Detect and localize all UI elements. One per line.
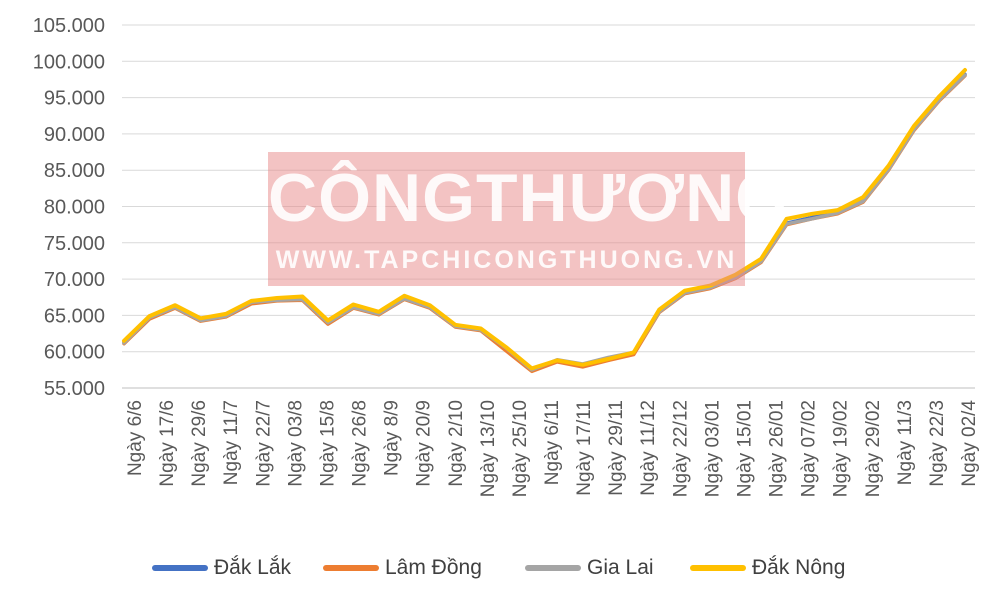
y-tick-label: 80.000 <box>44 197 105 219</box>
watermark-background <box>268 152 745 286</box>
legend-label: Lâm Đồng <box>385 556 482 579</box>
legend-swatch <box>690 565 746 571</box>
x-tick-label: Ngày 11/3 <box>895 400 916 485</box>
x-tick-label: Ngày 26/01 <box>767 400 788 497</box>
legend-label: Gia Lai <box>587 556 654 579</box>
x-tick-label: Ngày 03/01 <box>702 400 723 497</box>
y-tick-label: 85.000 <box>44 160 105 182</box>
x-tick-label: Ngày 6/6 <box>125 400 146 476</box>
legend-swatch <box>152 565 208 571</box>
x-tick-label: Ngày 22/7 <box>253 400 274 487</box>
y-tick-label: 95.000 <box>44 88 105 110</box>
x-tick-label: Ngày 8/9 <box>382 400 403 476</box>
x-tick-label: Ngày 13/10 <box>478 400 499 497</box>
series-lines <box>122 68 967 374</box>
x-tick-label: Ngày 29/6 <box>189 400 210 487</box>
x-tick-label: Ngày 15/8 <box>317 400 338 487</box>
x-tick-label: Ngày 22/12 <box>670 400 691 497</box>
x-tick-label: Ngày 03/8 <box>285 400 306 487</box>
y-tick-label: 65.000 <box>44 305 105 327</box>
legend-item-dak-nong: Đắk Nông <box>690 553 845 583</box>
watermark-url: WWW.TAPCHICONGTHUONG.VN <box>275 246 738 274</box>
y-tick-label: 90.000 <box>44 124 105 146</box>
x-tick-label: Ngày 11/12 <box>638 400 659 496</box>
x-tick-label: Ngày 2/10 <box>446 400 467 487</box>
x-tick-label: Ngày 29/11 <box>606 400 627 496</box>
x-tick-label: Ngày 26/8 <box>350 400 371 487</box>
y-tick-label: 105.000 <box>33 15 105 37</box>
x-tick-label: Ngày 07/02 <box>799 400 820 497</box>
x-tick-label: Ngày 29/02 <box>863 400 884 497</box>
legend-item-lam-dong: Lâm Đồng <box>323 553 482 583</box>
x-axis-ticks: Ngày 6/6 Ngày 17/6 Ngày 29/6 Ngày 11/7 Ngày … <box>125 400 980 498</box>
y-tick-label: 60.000 <box>44 342 105 364</box>
x-tick-label: Ngày 11/7 <box>221 400 242 485</box>
legend-label: Đắk Lắk <box>214 556 292 579</box>
legend-item-gia-lai: Gia Lai <box>525 553 654 583</box>
y-tick-label: 70.000 <box>44 269 105 291</box>
legend-swatch <box>323 565 379 571</box>
x-tick-label: Ngày 6/11 <box>542 400 563 485</box>
x-tick-label: Ngày 17/11 <box>574 400 595 496</box>
x-tick-label: Ngày 02/4 <box>959 400 980 487</box>
x-tick-label: Ngày 22/3 <box>927 400 948 487</box>
y-axis-ticks: 55.000 60.000 65.000 70.000 75.000 80.000 85.0… <box>33 15 105 400</box>
x-tick-label: Ngày 19/02 <box>831 400 852 497</box>
x-tick-label: Ngày 15/01 <box>734 400 755 497</box>
legend-label: Đắk Nông <box>752 556 846 579</box>
series-line-3 <box>122 68 967 371</box>
y-tick-label: 75.000 <box>44 233 105 255</box>
legend: Đắk Lắk Lâm Đồng Gia Lai Đắk Nông <box>0 553 1000 583</box>
x-tick-label: Ngày 25/10 <box>510 400 531 497</box>
x-tick-label: Ngày 17/6 <box>157 400 178 487</box>
x-tick-label: Ngày 20/9 <box>414 400 435 487</box>
y-tick-label: 55.000 <box>44 378 105 400</box>
y-tick-label: 100.000 <box>33 51 105 73</box>
legend-swatch <box>525 565 581 571</box>
legend-item-dak-lak: Đắk Lắk <box>152 553 291 583</box>
watermark-title: CÔNGTHƯƠNG <box>268 160 790 236</box>
